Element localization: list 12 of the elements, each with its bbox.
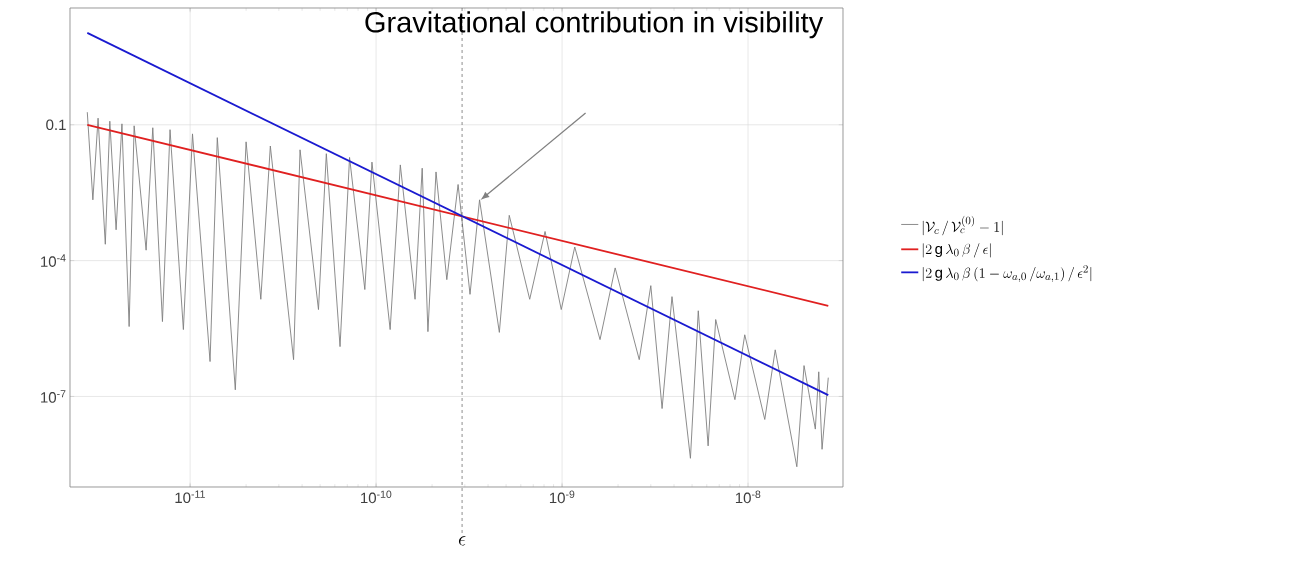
legend-label: $|\mathcal{V}_c \,/\, \mathcal{V}_c^{(0)} - 1|$ bbox=[922, 215, 1003, 236]
x-tick-label: 10$^{-10}$ bbox=[361, 490, 392, 504]
y-tick-label: 10$^{-4}$ bbox=[41, 254, 66, 267]
x-tick-label: 10$^{-8}$ bbox=[735, 490, 761, 504]
y-tick-label: 0.1 bbox=[46, 119, 66, 131]
legend-label: $|2\,\mathrm{g}\,\lambda_0\,\beta \,/\, \epsilon|$ bbox=[922, 243, 991, 258]
x-tick-label: 10$^{-9}$ bbox=[549, 490, 575, 504]
y-tick-label: 10$^{-7}$ bbox=[41, 390, 66, 403]
annotation: Gravitational contribution in visibility bbox=[365, 11, 824, 39]
legend-label: $|2\,\mathrm{g}\,\lambda_0\,\beta\,(1 - \omega_{a,0} \,/\omega_{a,1}) \,/\, \epsilon^2|$ bbox=[922, 265, 1092, 283]
x-tick-label: 10$^{-11}$ bbox=[175, 490, 205, 504]
ref-line-label: $\epsilon$ bbox=[458, 536, 466, 546]
